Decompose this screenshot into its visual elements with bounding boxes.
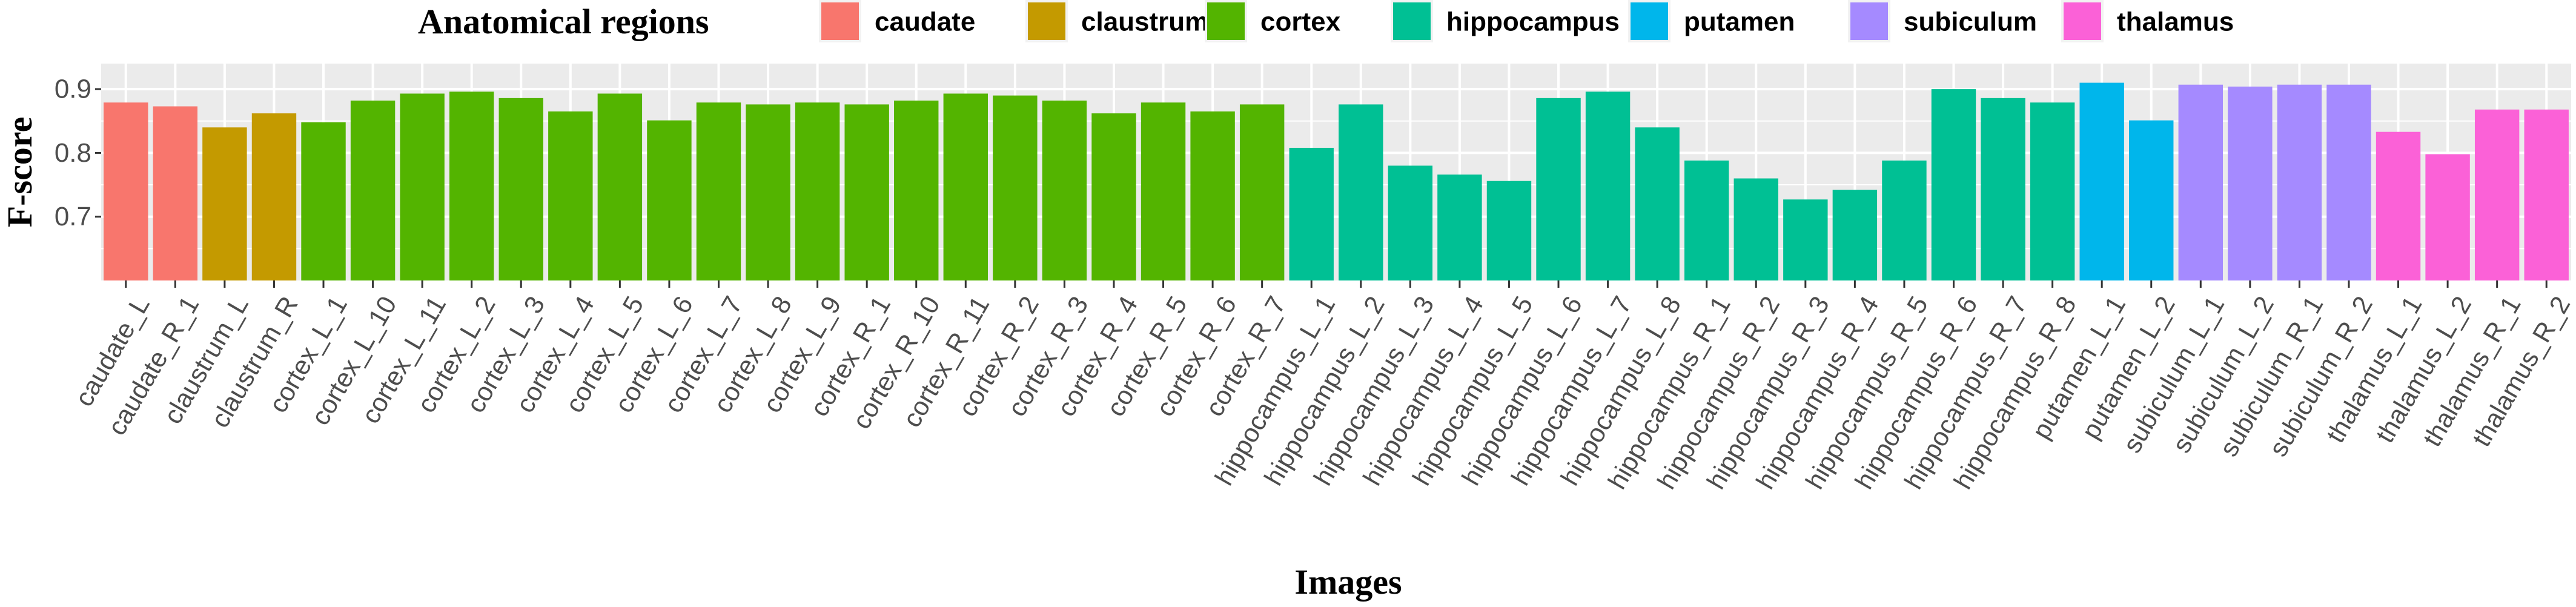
bar-caudate-r-1: [153, 106, 198, 280]
legend-swatch-subiculum: [1850, 2, 1888, 40]
legend-label-hippocampus: hippocampus: [1446, 7, 1620, 37]
bar-hippocampus-l-7: [1585, 91, 1631, 280]
y-tick-label: 0.9: [55, 75, 91, 104]
bar-hippocampus-r-5: [1882, 161, 1927, 280]
legend-label-thalamus: thalamus: [2117, 7, 2234, 37]
bar-cortex-l-6: [647, 120, 692, 280]
bar-cortex-l-1: [301, 122, 346, 280]
bar-cortex-l-5: [597, 93, 643, 281]
bar-subiculum-l-2: [2228, 86, 2273, 280]
bar-putamen-l-1: [2079, 82, 2124, 280]
legend-label-putamen: putamen: [1684, 7, 1795, 37]
bar-hippocampus-r-3: [1783, 199, 1828, 280]
bar-cortex-l-3: [498, 98, 543, 280]
bar-hippocampus-r-4: [1832, 190, 1878, 280]
bar-cortex-l-9: [795, 102, 840, 280]
legend-label-cortex: cortex: [1260, 7, 1341, 37]
bar-cortex-r-3: [1042, 101, 1087, 280]
legend-label-subiculum: subiculum: [1904, 7, 2037, 37]
y-tick-label: 0.8: [55, 138, 91, 168]
bar-hippocampus-l-5: [1486, 181, 1532, 280]
bar-claustrum-l: [202, 127, 247, 280]
bar-cortex-l-11: [400, 93, 445, 281]
y-tick-label: 0.7: [55, 202, 91, 231]
bar-subiculum-l-1: [2178, 84, 2223, 280]
x-axis: caudate_Lcaudate_R_1claustrum_Lclaustrum…: [70, 280, 2576, 494]
bar-cortex-r-2: [993, 95, 1038, 280]
bar-hippocampus-r-2: [1733, 178, 1778, 280]
bar-cortex-l-4: [548, 111, 593, 280]
legend-swatch-claustrum: [1028, 2, 1065, 40]
bar-cortex-r-7: [1239, 104, 1285, 280]
bar-hippocampus-r-1: [1684, 161, 1729, 280]
bar-thalamus-r-2: [2524, 109, 2569, 280]
bar-putamen-l-2: [2129, 120, 2174, 280]
bar-cortex-r-1: [844, 104, 889, 280]
bar-hippocampus-l-3: [1388, 165, 1433, 280]
bar-cortex-l-10: [350, 101, 396, 280]
bar-cortex-r-5: [1141, 102, 1186, 280]
bar-thalamus-r-1: [2474, 109, 2520, 280]
bar-cortex-r-11: [943, 93, 988, 281]
bar-cortex-r-10: [894, 101, 939, 280]
legend: Anatomical regions caudate claustrum corte…: [418, 0, 2234, 42]
bar-cortex-l-8: [746, 104, 790, 280]
bar-hippocampus-r-8: [2030, 102, 2075, 280]
legend-swatch-thalamus: [2064, 2, 2101, 40]
bar-hippocampus-l-6: [1536, 98, 1581, 280]
legend-label-caudate: caudate: [875, 7, 975, 37]
bar-cortex-r-4: [1091, 113, 1136, 281]
bar-claustrum-r: [251, 113, 297, 281]
y-axis-title: F-score: [0, 117, 39, 228]
legend-swatch-caudate: [821, 2, 859, 40]
x-axis-title: Images: [1294, 562, 1402, 602]
legend-swatch-hippocampus: [1393, 2, 1431, 40]
bar-subiculum-r-1: [2277, 84, 2322, 280]
legend-title: Anatomical regions: [418, 2, 709, 41]
bar-caudate-l: [104, 102, 148, 280]
bar-hippocampus-l-2: [1339, 104, 1383, 280]
bar-thalamus-l-1: [2376, 131, 2421, 280]
legend-swatch-cortex: [1207, 2, 1245, 40]
y-axis: 0.7 0.8 0.9: [55, 75, 101, 231]
bar-cortex-l-2: [449, 91, 494, 280]
bar-thalamus-l-2: [2425, 154, 2470, 280]
bar-hippocampus-l-4: [1437, 174, 1482, 280]
bar-cortex-r-6: [1190, 111, 1235, 280]
bars: [104, 82, 2569, 281]
legend-swatch-putamen: [1631, 2, 1668, 40]
bar-hippocampus-r-7: [1981, 98, 2025, 280]
bar-hippocampus-l-8: [1635, 127, 1680, 280]
bar-cortex-l-7: [696, 102, 741, 280]
bar-hippocampus-l-1: [1289, 147, 1334, 280]
bar-hippocampus-r-6: [1931, 89, 1976, 280]
legend-label-claustrum: claustrum: [1081, 7, 1208, 37]
bar-subiculum-r-2: [2326, 84, 2371, 280]
